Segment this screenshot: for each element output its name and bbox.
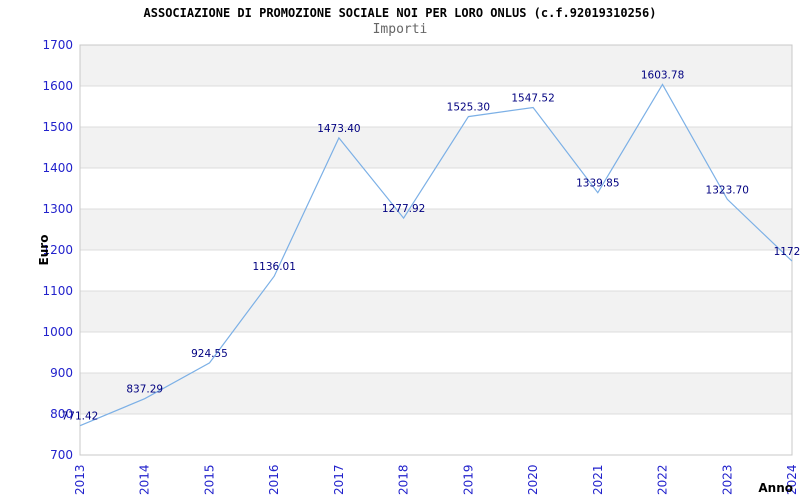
y-tick-label: 700 [50, 448, 73, 462]
band-stripe [80, 45, 792, 86]
y-tick-label: 1400 [42, 161, 73, 175]
data-point-label: 1547.52 [511, 93, 554, 105]
x-tick-label: 2015 [202, 464, 216, 495]
data-point-label: 1525.30 [447, 102, 490, 114]
x-tick-label: 2014 [138, 464, 152, 495]
x-tick-label: 2024 [785, 464, 799, 495]
data-point-label: 837.29 [126, 384, 163, 396]
band-stripe [80, 291, 792, 332]
x-tick-label: 2017 [332, 464, 346, 495]
x-tick-label: 2019 [461, 464, 475, 495]
y-tick-label: 1600 [42, 79, 73, 93]
plot-border [79, 44, 793, 456]
x-tick-label: 2023 [720, 464, 734, 495]
x-tick-label: 2021 [591, 464, 605, 495]
y-tick-label: 900 [50, 366, 73, 380]
y-tick-label: 1100 [42, 284, 73, 298]
data-point-label: 1473.40 [317, 123, 360, 135]
chart-subtitle: Importi [372, 22, 428, 37]
x-tick-label: 2016 [267, 464, 281, 495]
band-stripe [80, 127, 792, 168]
data-point-label: 1339.85 [576, 178, 619, 190]
y-axis-label: Euro [37, 235, 51, 266]
y-tick-label: 1200 [42, 243, 73, 257]
y-tick-label: 1000 [42, 325, 73, 339]
x-tick-label: 2020 [526, 464, 540, 495]
y-tick-label: 1700 [42, 38, 73, 52]
y-tick-label: 1300 [42, 202, 73, 216]
x-tick-label: 2018 [397, 464, 411, 495]
data-point-label: 1172.9 [774, 246, 800, 258]
data-point-label: 771.42 [62, 411, 99, 423]
data-point-label: 1603.78 [641, 69, 684, 81]
series-line [79, 83, 793, 427]
x-tick-label: 2013 [73, 464, 87, 495]
band-stripe [80, 209, 792, 250]
data-point-label: 1323.70 [706, 184, 749, 196]
data-point-label: 924.55 [191, 348, 228, 360]
x-tick-label: 2022 [656, 464, 670, 495]
y-tick-label: 800 [50, 407, 73, 421]
data-point-label: 1136.01 [252, 261, 295, 273]
x-axis-label: Anno [758, 481, 793, 495]
y-tick-label: 1500 [42, 120, 73, 134]
data-point-label: 1277.92 [382, 203, 425, 215]
band-stripe [80, 373, 792, 414]
chart-title: ASSOCIAZIONE DI PROMOZIONE SOCIALE NOI P… [143, 6, 657, 20]
